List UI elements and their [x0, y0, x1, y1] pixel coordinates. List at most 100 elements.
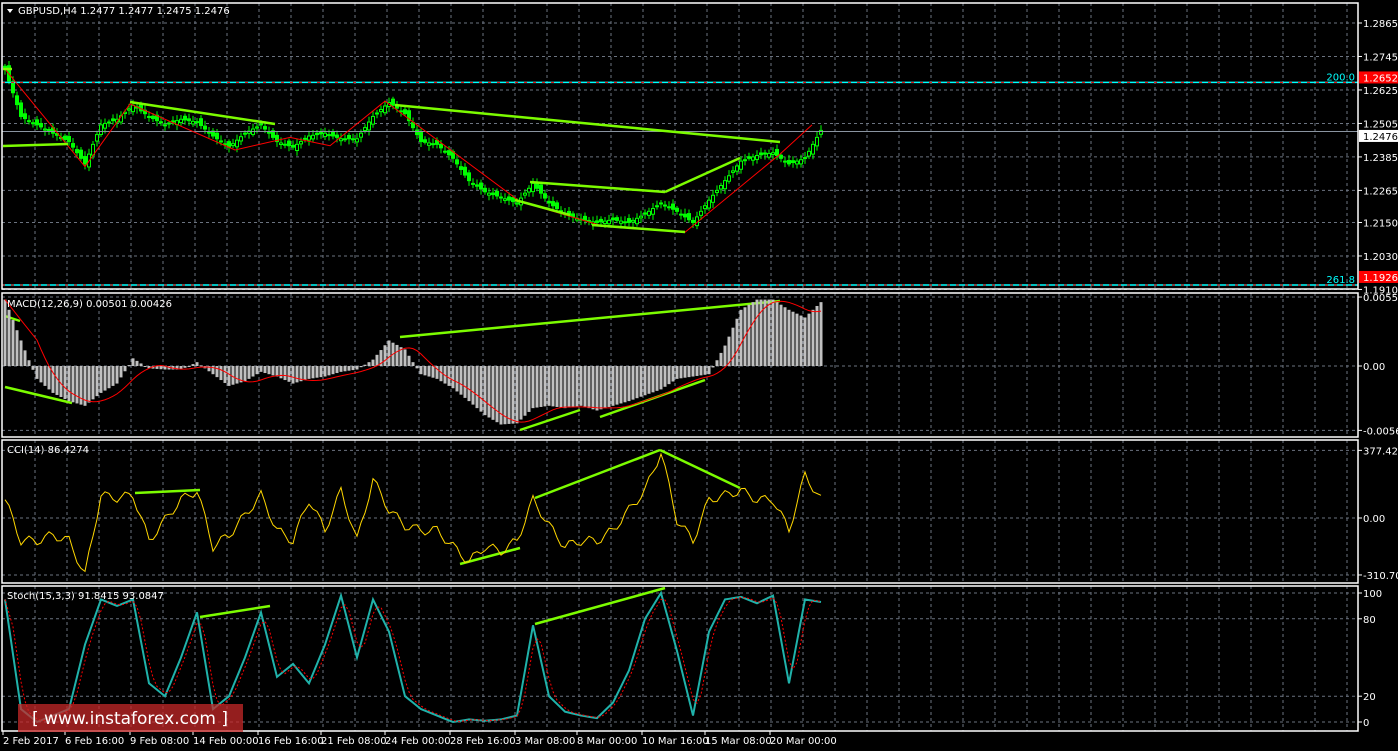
- candle-body: [587, 219, 591, 222]
- macd-histogram-bar: [195, 362, 199, 366]
- candle-body: [363, 127, 367, 132]
- macd-histogram-bar: [807, 313, 811, 366]
- macd-histogram-bar: [791, 311, 795, 366]
- macd-histogram-bar: [499, 366, 503, 425]
- macd-histogram-bar: [19, 340, 23, 366]
- candle-body: [127, 108, 131, 111]
- macd-histogram-bar: [335, 366, 339, 374]
- macd-histogram-bar: [627, 366, 631, 402]
- macd-histogram-bar: [715, 360, 719, 366]
- time-axis-label: 6 Feb 16:00: [65, 736, 124, 747]
- candle-body: [351, 138, 355, 141]
- macd-histogram-bar: [543, 366, 547, 407]
- macd-histogram-bar: [323, 366, 327, 377]
- macd-histogram-bar: [127, 365, 131, 367]
- macd-histogram-bar: [503, 366, 507, 425]
- candle-body: [407, 110, 411, 122]
- macd-histogram-bar: [687, 366, 691, 378]
- stoch-axis-tick-label: 20: [1363, 692, 1376, 703]
- macd-histogram-bar: [595, 366, 599, 411]
- macd-histogram-bar: [675, 366, 679, 379]
- candle-body: [199, 118, 203, 127]
- macd-histogram-bar: [415, 366, 419, 369]
- time-axis-label: 16 Feb 16:00: [258, 736, 324, 747]
- collapse-triangle-icon[interactable]: [7, 9, 13, 13]
- macd-histogram-bar: [815, 305, 819, 366]
- macd-histogram-bar: [619, 366, 623, 404]
- candle-body: [471, 182, 475, 185]
- macd-histogram-bar: [655, 366, 659, 391]
- candle-body: [659, 202, 663, 205]
- macd-histogram-bar: [731, 327, 735, 366]
- candle-body: [367, 121, 371, 131]
- candle-body: [583, 215, 587, 221]
- macd-histogram-bar: [223, 366, 227, 383]
- candle-body: [203, 125, 207, 130]
- candle-body: [375, 112, 379, 115]
- macd-histogram-bar: [371, 359, 375, 366]
- candle-body: [75, 149, 79, 154]
- macd-histogram-bar: [375, 354, 379, 366]
- macd-histogram-bar: [767, 299, 771, 366]
- macd-histogram-bar: [147, 366, 151, 369]
- macd-histogram-bar: [155, 366, 159, 369]
- candle-body: [643, 212, 647, 215]
- candle-body: [507, 196, 511, 201]
- candle-body: [183, 115, 187, 121]
- candle-body: [483, 187, 487, 193]
- candle-body: [651, 208, 655, 215]
- candle-body: [479, 182, 483, 190]
- stoch-axis-tick-label: 0: [1363, 718, 1369, 729]
- price-axis-tick-label: 1.2625: [1363, 86, 1398, 97]
- candle-body: [447, 150, 451, 156]
- macd-histogram-bar: [179, 366, 183, 370]
- cci-trendline: [659, 448, 741, 490]
- macd-histogram-bar: [15, 330, 19, 366]
- candle-body: [691, 219, 695, 223]
- candle-body: [307, 135, 311, 141]
- macd-histogram-bar: [7, 309, 11, 366]
- cci-pane-frame: [1, 439, 1359, 584]
- time-axis-label: 3 Mar 08:00: [515, 736, 575, 747]
- current-price-badge: [1359, 129, 1398, 142]
- macd-histogram-bar: [699, 366, 703, 376]
- macd-histogram-bar: [131, 358, 135, 366]
- candle-body: [419, 131, 423, 143]
- candle-body: [779, 154, 783, 159]
- fib-price-label: 1.2652: [1363, 73, 1398, 84]
- macd-histogram-bar: [423, 366, 427, 376]
- price-trendline: [394, 103, 781, 144]
- macd-histogram-bar: [367, 362, 371, 366]
- current-price-label: 1.2476: [1363, 132, 1398, 143]
- macd-histogram-bar: [99, 366, 103, 393]
- candle-body: [523, 192, 527, 196]
- macd-axis-tick-label: -0.00564: [1363, 426, 1398, 437]
- candle-body: [131, 104, 135, 113]
- macd-histogram-bar: [571, 366, 575, 407]
- macd-histogram-bar: [691, 366, 695, 377]
- macd-histogram-bar: [759, 299, 763, 366]
- macd-histogram-bar: [151, 366, 155, 369]
- fib-price-badge: [1359, 270, 1398, 283]
- candle-body: [427, 142, 431, 146]
- macd-histogram-bar: [651, 366, 655, 393]
- candle-body: [355, 138, 359, 143]
- macd-histogram-bar: [139, 363, 143, 366]
- macd-histogram-bar: [799, 315, 803, 366]
- macd-histogram-bar: [27, 360, 31, 366]
- macd-histogram-bar: [707, 366, 711, 375]
- macd-histogram-bar: [623, 366, 627, 403]
- candle-body: [331, 131, 335, 137]
- macd-histogram-bar: [23, 350, 27, 366]
- candle-body: [811, 143, 815, 155]
- macd-histogram-bar: [587, 366, 591, 409]
- candle-body: [107, 121, 111, 124]
- candle-body: [683, 213, 687, 218]
- macd-histogram-bar: [183, 366, 187, 368]
- price-trendline: [514, 198, 571, 217]
- macd-histogram-bar: [263, 366, 267, 374]
- macd-histogram-bar: [227, 366, 231, 386]
- macd-histogram-bar: [751, 302, 755, 366]
- macd-histogram-bar: [119, 366, 123, 378]
